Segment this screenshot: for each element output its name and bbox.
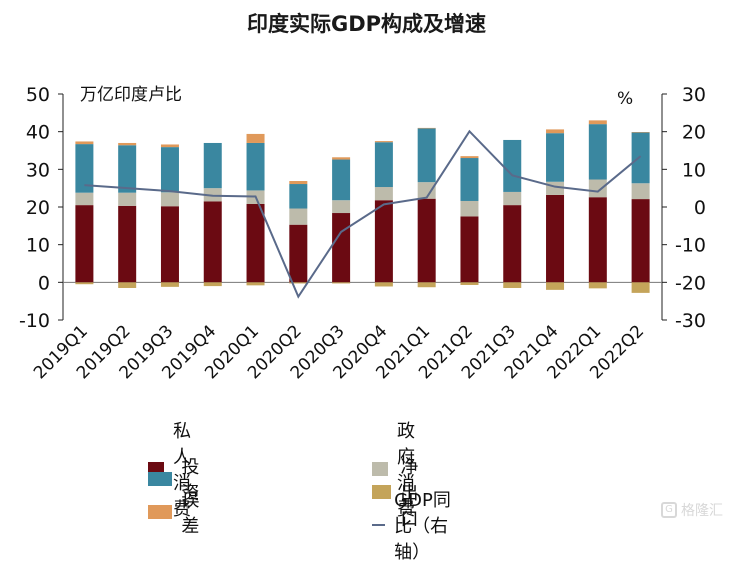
bar-segment xyxy=(632,282,650,293)
bar-segment xyxy=(632,199,650,282)
bar-segment xyxy=(161,192,179,206)
bar-segment xyxy=(460,156,478,158)
bar-segment xyxy=(632,132,650,133)
right-axis-tick-label: -20 xyxy=(675,272,706,294)
bar-segment xyxy=(503,192,521,205)
legend-swatch xyxy=(148,505,172,519)
right-axis-tick-label: 0 xyxy=(694,197,706,219)
watermark-text: 格隆汇 xyxy=(681,500,723,520)
bar-segment xyxy=(589,180,607,198)
bar-segment xyxy=(161,282,179,287)
bar-segment xyxy=(289,225,307,283)
legend-label: GDP同比（右轴） xyxy=(394,486,453,564)
bar-segment xyxy=(503,205,521,282)
right-axis-tick-label: 10 xyxy=(682,159,706,181)
left-axis-tick-label: 30 xyxy=(26,159,50,181)
bar-segment xyxy=(289,209,307,225)
bar-segment xyxy=(332,160,350,201)
bar-segment xyxy=(375,142,393,187)
bar-segment xyxy=(589,197,607,282)
gdp-composition-chart: -10 0 10 20 30 40 50 -30 -20 -10 0 10 20 30 2019Q1201… xyxy=(0,0,733,528)
bar-segment xyxy=(75,141,93,144)
left-axis-tick-label: -10 xyxy=(19,310,50,332)
right-axis-tick-label: 30 xyxy=(682,84,706,106)
legend-item-gdp-yoy: GDP同比（右轴） xyxy=(372,486,453,564)
legend-line-swatch xyxy=(372,524,385,526)
bar-segment xyxy=(118,282,136,288)
bar-segment xyxy=(546,129,564,133)
bar-segment xyxy=(460,158,478,201)
bar-segment xyxy=(289,184,307,208)
bar-segment xyxy=(589,120,607,124)
bar-segment xyxy=(589,124,607,179)
bar-segment xyxy=(204,282,222,286)
bar-segment xyxy=(632,132,650,183)
bar-segment xyxy=(546,195,564,282)
right-axis-tick-label: 20 xyxy=(682,122,706,144)
bar-segment xyxy=(418,282,436,287)
legend-swatch xyxy=(148,472,172,486)
bar-segment xyxy=(161,206,179,282)
bar-segment xyxy=(161,147,179,192)
left-axis-tick-label: 50 xyxy=(26,84,50,106)
watermark: G 格隆汇 xyxy=(661,500,723,520)
bar-segment xyxy=(332,282,350,283)
bar-segment xyxy=(118,193,136,206)
bar-segment xyxy=(247,282,265,285)
legend-item-discrepancy: 误差 xyxy=(148,486,208,538)
bar-segment xyxy=(118,145,136,192)
bar-segment xyxy=(460,216,478,282)
bar-segment xyxy=(375,282,393,286)
bar-segment xyxy=(75,193,93,205)
bar-segment xyxy=(503,140,521,192)
left-axis-tick-label: 10 xyxy=(26,235,50,257)
bar-segment xyxy=(546,133,564,182)
left-axis-tick-label: 0 xyxy=(38,272,50,294)
bar-segment xyxy=(632,183,650,199)
bar-segment xyxy=(75,205,93,282)
right-axis-tick-label: -10 xyxy=(675,235,706,257)
chart-bars xyxy=(75,120,649,293)
bar-segment xyxy=(247,204,265,282)
bar-segment xyxy=(204,143,222,188)
bar-segment xyxy=(75,282,93,284)
left-axis-tick-label: 20 xyxy=(26,197,50,219)
bar-segment xyxy=(375,187,393,200)
bar-segment xyxy=(332,213,350,282)
bar-segment xyxy=(589,282,607,288)
left-axis-tick-label: 40 xyxy=(26,122,50,144)
right-axis-tick-label: -30 xyxy=(675,310,706,332)
bar-segment xyxy=(118,206,136,282)
bar-segment xyxy=(247,143,265,190)
bar-segment xyxy=(247,134,265,143)
bar-segment xyxy=(546,282,564,290)
bar-segment xyxy=(503,282,521,288)
bar-segment xyxy=(289,181,307,184)
bar-segment xyxy=(332,157,350,159)
left-axis-unit-label: 万亿印度卢比 xyxy=(80,85,182,105)
bar-segment xyxy=(375,200,393,282)
legend-label: 误差 xyxy=(181,486,208,538)
chart-x-tick-labels: 2019Q12019Q22019Q32019Q42020Q12020Q22020… xyxy=(30,321,648,383)
bar-segment xyxy=(332,200,350,213)
bar-segment xyxy=(375,141,393,142)
bar-segment xyxy=(161,144,179,147)
bar-segment xyxy=(460,282,478,285)
bar-segment xyxy=(418,128,436,182)
bar-segment xyxy=(460,201,478,216)
right-axis-unit-label: % xyxy=(617,89,633,109)
watermark-logo-icon: G xyxy=(661,502,677,518)
bar-segment xyxy=(204,201,222,282)
bar-segment xyxy=(418,199,436,283)
bar-segment xyxy=(118,143,136,145)
